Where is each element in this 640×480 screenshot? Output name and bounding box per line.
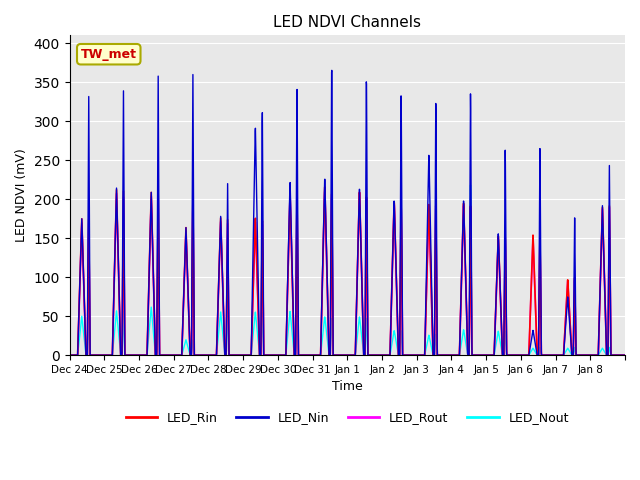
- Y-axis label: LED NDVI (mV): LED NDVI (mV): [15, 148, 28, 242]
- Text: TW_met: TW_met: [81, 48, 137, 61]
- Legend: LED_Rin, LED_Nin, LED_Rout, LED_Nout: LED_Rin, LED_Nin, LED_Rout, LED_Nout: [120, 406, 574, 429]
- Title: LED NDVI Channels: LED NDVI Channels: [273, 15, 421, 30]
- X-axis label: Time: Time: [332, 381, 363, 394]
